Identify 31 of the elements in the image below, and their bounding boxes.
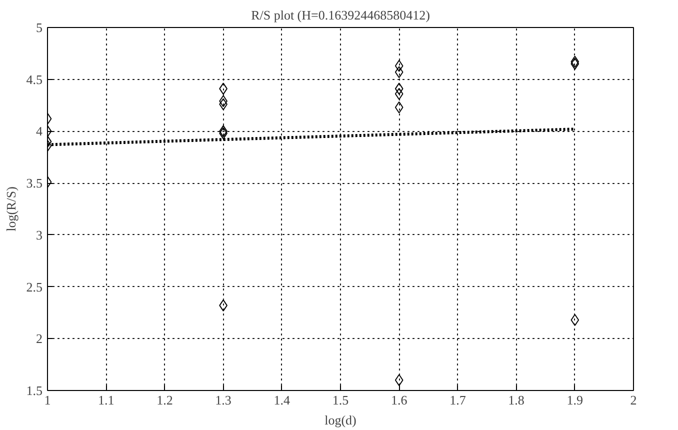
x-tick-label: 1.9 bbox=[566, 392, 584, 408]
x-tick-label: 1.5 bbox=[332, 392, 349, 408]
x-tick-label: 2 bbox=[630, 392, 637, 408]
point bbox=[570, 314, 580, 326]
y-tick-label: 1.5 bbox=[26, 383, 42, 398]
x-tick-label: 1.2 bbox=[156, 392, 173, 408]
x-tick-label: 1.1 bbox=[98, 392, 114, 408]
x-tick-label: 1.7 bbox=[450, 392, 466, 408]
point bbox=[394, 101, 404, 114]
x-tick-label: 1.6 bbox=[390, 392, 408, 408]
y-tick-label: 5 bbox=[36, 20, 42, 35]
y-tick-label: 2.5 bbox=[26, 279, 42, 294]
point bbox=[394, 66, 404, 78]
point bbox=[394, 60, 404, 72]
y-tick-label: 2 bbox=[36, 331, 42, 346]
point bbox=[570, 58, 580, 70]
point bbox=[394, 88, 404, 100]
y-tick-label: 3.5 bbox=[26, 176, 42, 191]
chart-title: R/S plot (H=0.163924468580412) bbox=[251, 8, 430, 22]
y-tick-label: 3 bbox=[36, 227, 42, 242]
x-tick-label: 1.3 bbox=[215, 392, 232, 408]
x-tick-label: 1.8 bbox=[508, 392, 524, 408]
x-tick-label: 1.4 bbox=[274, 392, 291, 408]
x-axis-title: log(d) bbox=[324, 412, 356, 428]
x-tick-label: 1 bbox=[44, 392, 51, 408]
y-tick-label: 4 bbox=[36, 124, 43, 139]
point bbox=[570, 56, 580, 68]
point bbox=[394, 374, 404, 386]
y-tick-label: 4.5 bbox=[26, 72, 42, 87]
point bbox=[394, 82, 404, 95]
y-axis-title: log(R/S) bbox=[3, 186, 18, 232]
